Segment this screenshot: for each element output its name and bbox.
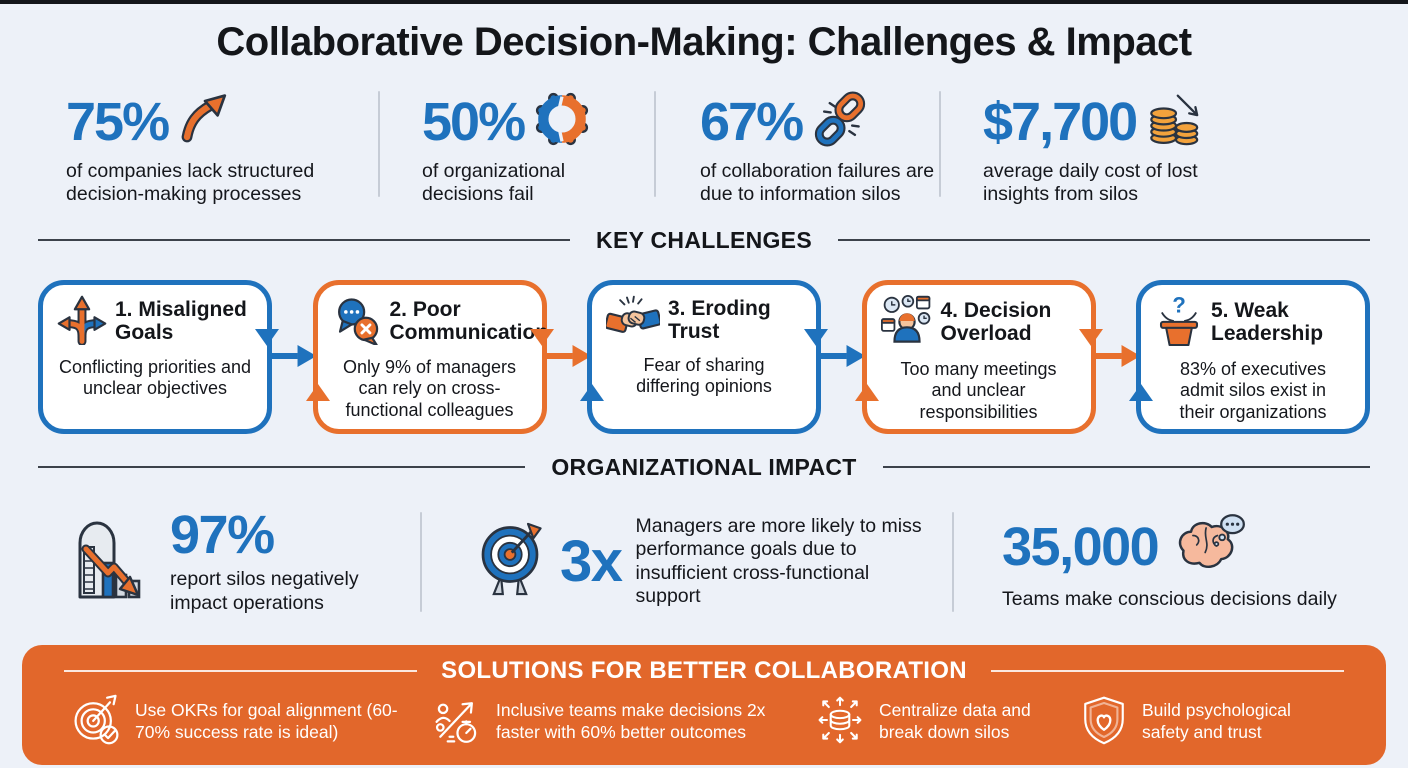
person-schedule-icon	[880, 294, 933, 352]
chat-bubbles-icon	[332, 295, 382, 350]
section-title: SOLUTIONS FOR BETTER COLLABORATION	[441, 656, 967, 684]
stat-value: 67%	[700, 91, 804, 152]
solution-okrs: Use OKRs for goal alignment (60-70% succ…	[70, 694, 413, 751]
solution-text: Build psychological safety and trust	[1142, 700, 1291, 743]
challenges-row: 1. Misaligned Goals Conflicting prioriti…	[38, 279, 1370, 434]
challenge-card-eroding-trust: 3. Eroding Trust Fear of sharing differi…	[580, 279, 828, 434]
solution-text: Centralize data and break down silos	[879, 700, 1031, 743]
challenge-description: Fear of sharing differing opinions	[636, 354, 772, 397]
challenge-description: Too many meetings and unclear responsibi…	[900, 358, 1057, 422]
stat-description: of collaboration failures are due to inf…	[700, 159, 935, 206]
falling-coins-icon	[1146, 92, 1206, 152]
stat-structured-processes: 75% of companies lack structured decisio…	[66, 91, 378, 207]
broken-gear-icon	[534, 91, 590, 152]
impact-description: Teams make conscious decisions daily	[1002, 588, 1337, 611]
database-share-icon	[814, 694, 866, 751]
challenge-title: 5. Weak Leadership	[1211, 299, 1324, 346]
challenge-title: 2. Poor Communication	[389, 298, 549, 345]
impact-silos-operations: 97% report silos negatively impact opera…	[70, 508, 420, 615]
solution-text: Inclusive teams make decisions 2x faster…	[496, 700, 766, 743]
silo-decline-chart-icon	[70, 513, 154, 610]
stat-decisions-fail: 50% of organizational decisions fail	[380, 91, 654, 207]
top-border	[0, 0, 1408, 4]
section-title: ORGANIZATIONAL IMPACT	[551, 453, 857, 480]
flow-arrow-up-icon	[305, 383, 330, 401]
flow-arrow-up-icon	[854, 383, 879, 401]
stat-description: of companies lack structured decision-ma…	[66, 159, 315, 206]
stat-value: 50%	[422, 91, 526, 152]
stat-description: of organizational decisions fail	[422, 159, 566, 206]
divider	[939, 90, 941, 197]
key-challenges-header: KEY CHALLENGES	[38, 226, 1371, 254]
dartboard-icon	[474, 520, 546, 603]
divider	[420, 511, 422, 612]
stat-value: $7,700	[983, 91, 1138, 152]
divider-line	[38, 239, 571, 241]
challenge-card-decision-overload: 4. Decision Overload Too many meetings a…	[854, 279, 1103, 434]
shield-heart-icon	[1079, 695, 1129, 750]
challenge-title: 1. Misaligned Goals	[115, 298, 247, 345]
challenge-description: Only 9% of managers can rely on cross-fu…	[342, 356, 517, 420]
organizational-impact-header: ORGANIZATIONAL IMPACT	[38, 454, 1370, 481]
divider	[654, 90, 656, 197]
solution-text: Use OKRs for goal alignment (60-70% succ…	[135, 700, 398, 743]
challenge-title: 4. Decision Overload	[940, 299, 1052, 346]
branching-arrows-icon	[57, 295, 107, 350]
impact-value: 35,000	[1002, 516, 1160, 577]
brain-thought-icon	[1170, 511, 1246, 582]
stats-row: 75% of companies lack structured decisio…	[66, 90, 1384, 207]
flow-arrow-down-icon	[255, 328, 279, 346]
broken-chain-icon	[812, 91, 868, 152]
divider-line	[882, 466, 1370, 468]
flow-arrow-down-icon	[1078, 328, 1103, 346]
solution-centralize-data: Centralize data and break down silos	[814, 694, 1061, 751]
impact-performance-goals: 3x Managers are more likely to miss perf…	[422, 515, 952, 609]
divider-line	[64, 669, 418, 672]
flow-arrow-right-icon	[1091, 280, 1140, 434]
divider	[378, 90, 380, 197]
flow-arrow-up-icon	[1129, 383, 1153, 401]
page-title: Collaborative Decision-Making: Challenge…	[216, 20, 1192, 64]
challenge-title: 3. Eroding Trust	[668, 297, 771, 344]
trend-up-arrow-icon	[178, 92, 232, 151]
stat-description: average daily cost of lost insights from…	[983, 159, 1198, 206]
section-title: KEY CHALLENGES	[596, 226, 812, 253]
stat-value: 75%	[66, 91, 170, 152]
solutions-row: Use OKRs for goal alignment (60-70% succ…	[64, 694, 1344, 751]
divider	[952, 511, 954, 612]
flow-arrow-right-icon	[268, 280, 317, 434]
challenge-description: 83% of executives admit silos exist in t…	[1179, 358, 1327, 422]
stat-daily-cost: $7,700 average daily cost of lost ins	[941, 91, 1261, 207]
impact-daily-decisions: 35,000 Teams make conscious decisions da…	[954, 511, 1342, 611]
flow-arrow-down-icon	[529, 328, 554, 346]
flow-arrow-down-icon	[804, 328, 828, 346]
challenge-card-poor-communication: 2. Poor Communication Only 9% of manager…	[305, 279, 554, 434]
team-speed-icon	[431, 694, 483, 751]
impact-description: report silos negatively impact operation…	[170, 568, 359, 614]
divider-line	[38, 466, 526, 468]
flow-arrow-right-icon	[817, 280, 866, 434]
impact-value: 97%	[170, 505, 275, 566]
flow-arrow-up-icon	[580, 383, 604, 401]
solution-inclusive-teams: Inclusive teams make decisions 2x faster…	[431, 694, 796, 751]
divider-line	[837, 239, 1371, 241]
impact-row: 97% report silos negatively impact opera…	[70, 497, 1408, 627]
divider-line	[990, 669, 1345, 672]
podium-question-icon: ?	[1155, 292, 1203, 352]
target-check-icon	[70, 694, 122, 751]
solution-psychological-safety: Build psychological safety and trust	[1079, 695, 1338, 750]
challenge-card-weak-leadership: ? 5. Weak Leadership 83% of executives a…	[1129, 279, 1370, 434]
challenge-card-misaligned-goals: 1. Misaligned Goals Conflicting prioriti…	[38, 279, 279, 434]
stat-collaboration-failures: 67% of collaboration failures are due to…	[656, 91, 939, 207]
flow-arrow-right-icon	[542, 280, 591, 434]
impact-value: 3x	[560, 528, 623, 594]
handshake-icon	[604, 295, 662, 348]
solutions-header: SOLUTIONS FOR BETTER COLLABORATION	[64, 656, 1345, 685]
svg-text:?: ?	[1172, 295, 1186, 317]
challenge-description: Conflicting priorities and unclear objec…	[58, 356, 252, 399]
impact-description: Managers are more likely to miss perform…	[635, 514, 922, 607]
solutions-panel: SOLUTIONS FOR BETTER COLLABORATION Use O…	[22, 644, 1386, 765]
